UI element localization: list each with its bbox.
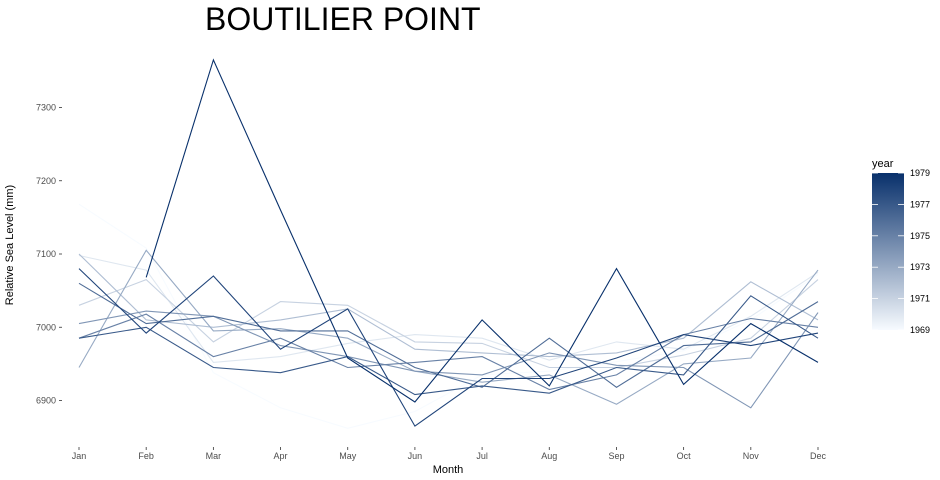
x-tick-label: Nov: [743, 451, 760, 461]
y-tick-label: 7300: [36, 103, 56, 113]
legend: year 1969 1971 1973 1975 1977 1979: [872, 158, 930, 335]
x-tick-label: Aug: [541, 451, 557, 461]
colorbar-label: 1979: [910, 168, 930, 178]
series-line-1978: [78, 268, 819, 427]
x-axis-title: Month: [433, 464, 464, 476]
x-tick-label: Mar: [206, 451, 222, 461]
series-line-1977: [78, 295, 819, 396]
y-tick-label: 7000: [36, 322, 56, 332]
series-line-1979: [145, 58, 819, 403]
series-line-1976: [78, 282, 819, 388]
colorbar-label: 1973: [910, 262, 930, 272]
series-line-1975: [78, 313, 819, 391]
colorbar-ticks: 1969 1971 1973 1975 1977 1979: [872, 168, 930, 335]
colorbar-label: 1977: [910, 199, 930, 209]
y-tick-label: 7100: [36, 249, 56, 259]
y-tick-label: 6900: [36, 396, 56, 406]
x-tick-label: Sep: [608, 451, 624, 461]
x-tick-label: Apr: [274, 451, 288, 461]
y-axis-title: Relative Sea Level (mm): [4, 185, 16, 305]
colorbar-label: 1971: [910, 294, 930, 304]
colorbar-label: 1975: [910, 231, 930, 241]
y-axis: 6900 7000 7100 7200 7300: [36, 103, 62, 406]
chart-title: BOUTILIER POINT: [205, 1, 481, 37]
series-line-1969: [78, 203, 819, 429]
x-axis: Jan Feb Mar Apr May Jun Jul Aug Sep Oct Nov Dec: [72, 447, 827, 461]
y-tick-label: 7200: [36, 176, 56, 186]
colorbar: [872, 173, 904, 330]
x-tick-label: Oct: [677, 451, 692, 461]
x-tick-label: Jan: [72, 451, 87, 461]
series-line-1972: [78, 253, 819, 358]
series-line-1970: [78, 254, 819, 363]
colorbar-label: 1969: [910, 325, 930, 335]
x-tick-label: Jun: [408, 451, 423, 461]
legend-title: year: [872, 158, 894, 170]
x-tick-label: Jul: [476, 451, 488, 461]
series-lines: [78, 58, 819, 429]
series-line-1971: [78, 278, 819, 369]
x-tick-label: Dec: [810, 451, 827, 461]
x-tick-label: Feb: [138, 451, 154, 461]
x-tick-label: May: [339, 451, 357, 461]
